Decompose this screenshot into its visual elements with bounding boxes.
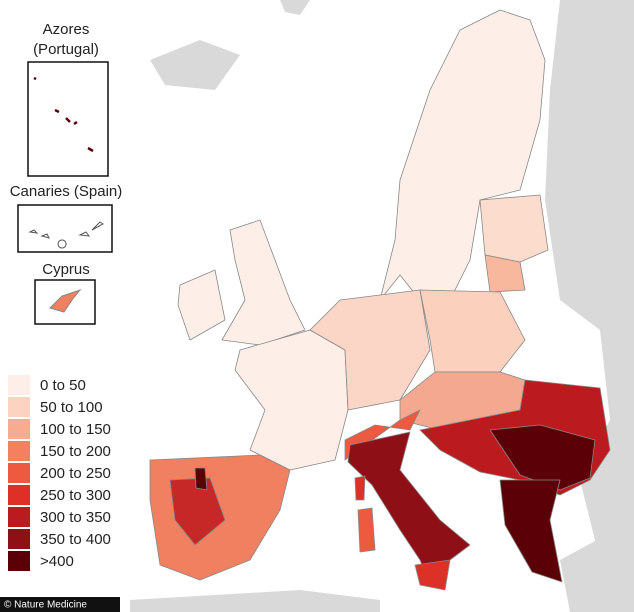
legend-label: 50 to 100 [40,399,103,416]
legend-swatch [8,507,30,527]
inset-title: (Portugal) [33,41,99,58]
legend-swatch [8,485,30,505]
legend-swatch [8,375,30,395]
non-eu-land [130,0,634,612]
legend-label: 300 to 350 [40,509,111,526]
legend-swatch [8,419,30,439]
legend-swatch [8,463,30,483]
legend-label: >400 [40,553,74,570]
legend-label: 100 to 150 [40,421,111,438]
inset-title: Cyprus [42,261,90,278]
inset-title: Azores [43,21,90,38]
legend-label: 0 to 50 [40,377,86,394]
legend-label: 250 to 300 [40,487,111,504]
legend-swatch [8,551,30,571]
inset-title: Canaries (Spain) [10,183,123,200]
credit: © Nature Medicine [4,600,87,611]
legend-swatch [8,397,30,417]
legend-label: 350 to 400 [40,531,111,548]
legend-label: 200 to 250 [40,465,111,482]
credit-background [0,597,120,612]
inset-frames [17,61,113,325]
legend-swatch [8,441,30,461]
regions [149,9,611,591]
legend-label: 150 to 200 [40,443,111,460]
labels: Azores (Portugal) Canaries (Spain) Cyprus 0 … [0,21,122,612]
legend-swatch [8,529,30,549]
